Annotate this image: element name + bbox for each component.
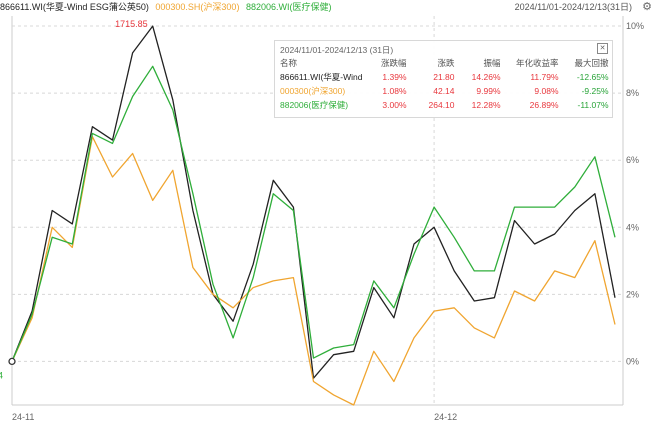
date-range[interactable]: 2024/11/01-2024/12/13(31日) xyxy=(514,2,632,12)
series-line xyxy=(11,65,616,362)
row-chg: 21.80 xyxy=(433,72,455,82)
row-max-drawdown: -9.25% xyxy=(581,86,609,96)
series-866611-label[interactable]: 866611.WI(华夏-Wind ESG蒲公英50) xyxy=(0,2,149,12)
row-annual-return: 26.89% xyxy=(529,100,559,110)
row-max-drawdown: -12.65% xyxy=(576,72,609,82)
y-tick-label: 0% xyxy=(626,356,639,366)
stats-row[interactable]: 866611.WI(华夏-Wind 1.39% 21.80 14.26% 11.… xyxy=(280,70,609,84)
row-chg-pct: 1.08% xyxy=(382,86,407,96)
row-name: 882006(医疗保健) xyxy=(280,100,349,110)
x-tick-label: 24-12 xyxy=(434,412,457,422)
col-chg-pct: 涨跌幅 xyxy=(381,58,407,68)
y-tick-label: 6% xyxy=(626,155,639,165)
max-value-label: 1715.85 xyxy=(115,19,148,29)
series-lines xyxy=(11,25,616,406)
legend-title: 2024/11/01-2024/12/13 (31日) xyxy=(280,45,394,55)
row-chg: 264.10 xyxy=(428,100,455,110)
series-line xyxy=(11,136,616,406)
close-icon[interactable]: ✕ xyxy=(597,43,608,54)
annotations: 1715.85 1552.54 xyxy=(0,19,148,380)
series-882006-label[interactable]: 882006.WI(医疗保健) xyxy=(245,2,332,12)
y-tick-label: 4% xyxy=(626,222,639,232)
stats-header-row: 名称 涨跌幅 涨跌 振幅 年化收益率 最大回撤 xyxy=(280,56,609,70)
start-point-marker xyxy=(8,357,16,366)
row-amplitude: 14.26% xyxy=(471,72,501,82)
row-amplitude: 9.99% xyxy=(476,86,501,96)
gear-icon[interactable]: ⚙ xyxy=(642,1,652,13)
series-000300-label[interactable]: 000300.SH(沪深300) xyxy=(155,2,240,12)
row-chg-pct: 1.39% xyxy=(382,72,407,82)
stats-legend-box: 2024/11/01-2024/12/13 (31日) ✕ 名称 涨跌幅 涨跌 … xyxy=(274,40,613,118)
row-name: 866611.WI(华夏-Wind xyxy=(280,72,363,82)
col-chg: 涨跌 xyxy=(437,58,455,68)
y-tick-label: 2% xyxy=(626,289,639,299)
row-annual-return: 9.08% xyxy=(534,86,559,96)
stats-row[interactable]: 882006(医疗保健) 3.00% 264.10 12.28% 26.89% … xyxy=(280,98,609,112)
col-max-drawdown: 最大回撤 xyxy=(574,58,609,68)
row-name: 000300(沪深300) xyxy=(280,86,346,96)
col-name: 名称 xyxy=(280,58,298,68)
row-chg-pct: 3.00% xyxy=(382,100,407,110)
stats-row[interactable]: 000300(沪深300) 1.08% 42.14 9.99% 9.08% -9… xyxy=(280,84,609,98)
row-amplitude: 12.28% xyxy=(471,100,501,110)
col-annual-return: 年化收益率 xyxy=(516,58,559,68)
axes: 0% 2% 4% 6% 8% 10% 24-11 24-12 xyxy=(12,21,644,422)
stats-table: 名称 涨跌幅 涨跌 振幅 年化收益率 最大回撤 866611.WI(华夏-Win… xyxy=(280,56,609,112)
y-tick-label: 10% xyxy=(626,21,644,31)
col-amplitude: 振幅 xyxy=(483,58,501,68)
row-max-drawdown: -11.07% xyxy=(577,100,609,110)
chart-header: 866611.WI(华夏-Wind ESG蒲公英50) 000300.SH(沪深… xyxy=(0,0,660,14)
row-annual-return: 11.79% xyxy=(530,72,559,82)
row-chg: 42.14 xyxy=(433,86,455,96)
y-tick-label: 8% xyxy=(626,88,639,98)
x-tick-label: 24-11 xyxy=(12,412,34,422)
grid xyxy=(11,16,624,406)
min-value-label: 1552.54 xyxy=(0,370,3,380)
